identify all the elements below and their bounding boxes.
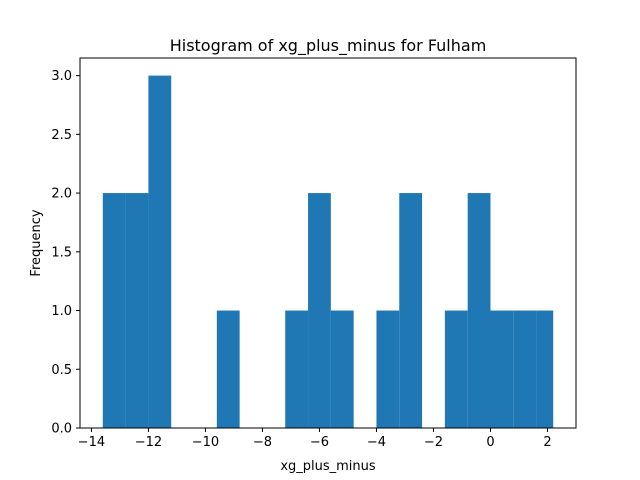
histogram-bar bbox=[102, 193, 126, 428]
histogram-bar bbox=[467, 193, 491, 428]
x-tick-label: 2 bbox=[543, 435, 551, 450]
histogram-bar bbox=[125, 193, 149, 428]
x-tick-label: −6 bbox=[310, 435, 329, 450]
histogram-bar bbox=[513, 310, 537, 428]
y-tick-label: 0.0 bbox=[51, 422, 72, 437]
x-tick-label: −4 bbox=[367, 435, 386, 450]
histogram-bar bbox=[148, 75, 172, 428]
y-axis-ticks: 0.0 0.5 1.0 1.5 2.0 2.5 3.0 bbox=[51, 69, 80, 437]
histogram-bar bbox=[444, 310, 468, 428]
x-tick-label: −10 bbox=[192, 435, 219, 450]
histogram-bar bbox=[330, 310, 354, 428]
x-tick-label: −12 bbox=[135, 435, 162, 450]
y-tick-label: 3.0 bbox=[51, 69, 72, 84]
y-tick-label: 1.0 bbox=[51, 304, 72, 319]
y-tick-label: 2.5 bbox=[51, 128, 72, 143]
histogram-bar bbox=[308, 193, 331, 428]
x-tick-label: −14 bbox=[78, 435, 105, 450]
x-axis-ticks: −14 −12 −10 −8 −6 −4 −2 0 2 bbox=[78, 428, 552, 450]
y-tick-label: 2.0 bbox=[51, 187, 72, 202]
histogram-bar bbox=[376, 310, 400, 428]
x-tick-label: 0 bbox=[486, 435, 494, 450]
plot-frame bbox=[79, 57, 577, 429]
x-axis-label: xg_plus_minus bbox=[280, 459, 376, 474]
x-tick-label: −2 bbox=[424, 435, 443, 450]
y-tick-label: 0.5 bbox=[51, 363, 72, 378]
histogram-bars bbox=[102, 75, 554, 428]
histogram-bar bbox=[490, 310, 514, 428]
chart-title: Histogram of xg_plus_minus for Fulham bbox=[170, 36, 487, 56]
histogram-bar bbox=[285, 310, 309, 428]
histogram-bar bbox=[399, 193, 423, 428]
histogram-bar bbox=[216, 310, 240, 428]
y-tick-label: 1.5 bbox=[51, 245, 72, 260]
histogram-bar bbox=[536, 310, 554, 428]
x-tick-label: −8 bbox=[253, 435, 272, 450]
y-axis-label: Frequency bbox=[29, 209, 44, 276]
